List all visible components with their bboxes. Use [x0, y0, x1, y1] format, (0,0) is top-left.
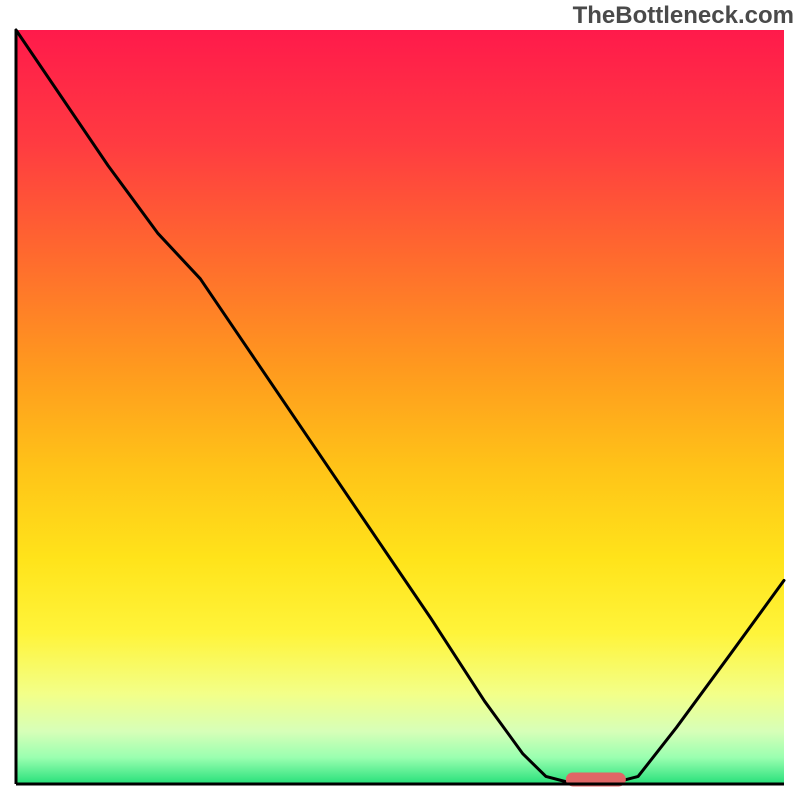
plot-background	[16, 30, 784, 784]
bottleneck-chart	[0, 0, 800, 800]
chart-container: TheBottleneck.com	[0, 0, 800, 800]
